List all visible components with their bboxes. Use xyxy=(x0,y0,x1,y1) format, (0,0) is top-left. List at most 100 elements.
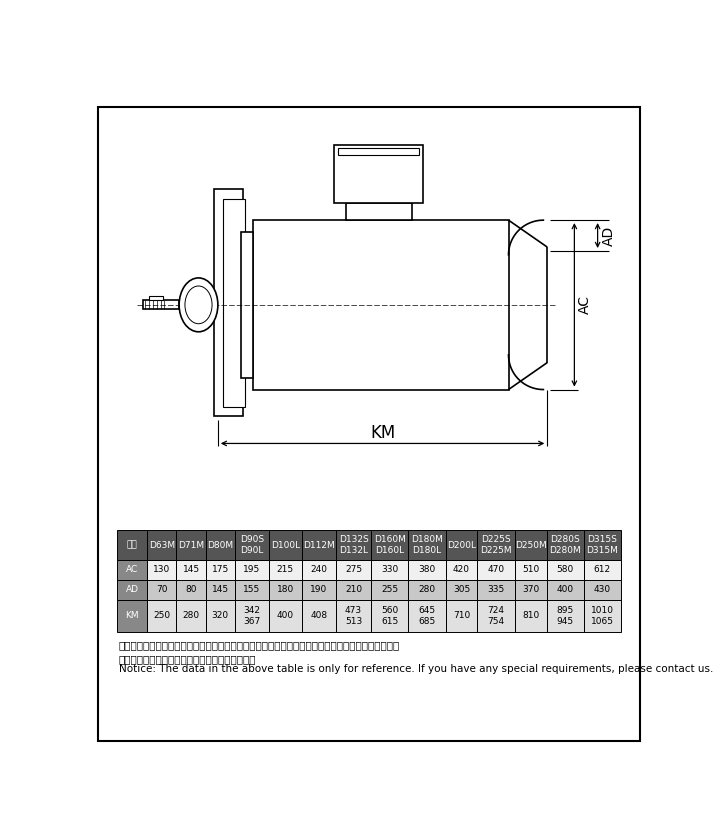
Text: D200L: D200L xyxy=(447,541,476,549)
Bar xyxy=(372,600,408,633)
Bar xyxy=(546,531,584,559)
Bar xyxy=(147,600,176,633)
Text: D225M: D225M xyxy=(480,546,512,554)
Text: 335: 335 xyxy=(487,585,505,594)
Text: 320: 320 xyxy=(212,612,229,621)
Bar xyxy=(546,580,584,600)
Text: 330: 330 xyxy=(381,565,398,575)
Bar xyxy=(515,531,546,559)
Text: D71M: D71M xyxy=(178,541,204,549)
Text: SUN⁠KUN
上坤传动
SUNKUN DRIVE: SUN⁠KUN 上坤传动 SUNKUN DRIVE xyxy=(325,318,413,354)
Text: 710: 710 xyxy=(453,612,470,621)
Bar xyxy=(176,600,206,633)
Bar xyxy=(241,232,253,378)
Text: 275: 275 xyxy=(345,565,362,575)
Text: 400: 400 xyxy=(557,585,574,594)
Text: 型号: 型号 xyxy=(127,541,138,549)
Bar xyxy=(269,580,302,600)
Text: D180M: D180M xyxy=(411,535,443,544)
Bar xyxy=(584,559,621,580)
Text: 380: 380 xyxy=(418,565,436,575)
Text: 195: 195 xyxy=(243,565,261,575)
Text: 400: 400 xyxy=(276,612,294,621)
Text: D280M: D280M xyxy=(549,546,581,554)
Text: D250M: D250M xyxy=(515,541,546,549)
Text: 注：上表中的电机尺寸为部分铁芯长度电机的参考尺寸，具体尺寸根据铁芯长度与联接法兰尺寸确定，
因空间限制对电机尺寸有要求时请向我公司咨询。: 注：上表中的电机尺寸为部分铁芯长度电机的参考尺寸，具体尺寸根据铁芯长度与联接法兰… xyxy=(119,640,400,664)
Text: 408: 408 xyxy=(310,612,328,621)
Bar xyxy=(477,559,515,580)
Text: 1010: 1010 xyxy=(591,606,613,615)
Text: 145: 145 xyxy=(182,565,199,575)
Bar xyxy=(269,559,302,580)
Bar xyxy=(147,531,176,559)
Text: 370: 370 xyxy=(522,585,539,594)
Text: KM: KM xyxy=(125,612,139,621)
Bar xyxy=(149,297,163,300)
Bar xyxy=(338,148,419,155)
Bar xyxy=(546,559,584,580)
Bar xyxy=(302,559,336,580)
Text: D160L: D160L xyxy=(375,546,405,554)
Bar xyxy=(302,600,336,633)
Bar xyxy=(446,600,477,633)
Text: 155: 155 xyxy=(243,585,261,594)
Bar xyxy=(302,531,336,559)
Text: 367: 367 xyxy=(243,617,261,626)
Text: 615: 615 xyxy=(381,617,398,626)
Text: 724: 724 xyxy=(487,606,505,615)
Text: 754: 754 xyxy=(487,617,505,626)
Text: 510: 510 xyxy=(522,565,539,575)
Bar xyxy=(147,559,176,580)
Bar xyxy=(143,300,179,309)
Text: AD: AD xyxy=(601,225,616,245)
Bar xyxy=(515,600,546,633)
Text: 145: 145 xyxy=(212,585,229,594)
Text: D63M: D63M xyxy=(149,541,175,549)
Bar xyxy=(372,531,408,559)
Bar xyxy=(477,580,515,600)
Text: 1065: 1065 xyxy=(591,617,613,626)
Text: SUN⁠KUN
上坤传动
SUNKUN DRIVE: SUN⁠KUN 上坤传动 SUNKUN DRIVE xyxy=(166,318,255,354)
Text: D315S: D315S xyxy=(588,535,617,544)
Text: D160M: D160M xyxy=(374,535,406,544)
Text: D100L: D100L xyxy=(271,541,300,549)
Bar xyxy=(206,559,235,580)
Bar xyxy=(117,531,147,559)
Text: AC: AC xyxy=(126,565,138,575)
Bar xyxy=(584,580,621,600)
Bar xyxy=(206,580,235,600)
Text: 470: 470 xyxy=(487,565,505,575)
Text: 945: 945 xyxy=(557,617,574,626)
Ellipse shape xyxy=(185,286,212,323)
Bar xyxy=(408,531,446,559)
Text: 130: 130 xyxy=(153,565,171,575)
Bar xyxy=(346,203,412,220)
Bar xyxy=(117,600,147,633)
Bar xyxy=(477,531,515,559)
Bar xyxy=(176,531,206,559)
Text: 580: 580 xyxy=(557,565,574,575)
Text: D132S: D132S xyxy=(338,535,369,544)
Text: 810: 810 xyxy=(522,612,539,621)
Text: 895: 895 xyxy=(557,606,574,615)
Text: Notice: The data in the above table is only for reference. If you have any speci: Notice: The data in the above table is o… xyxy=(119,664,713,675)
Text: D90L: D90L xyxy=(240,546,264,554)
Bar xyxy=(334,145,423,203)
Bar xyxy=(408,559,446,580)
Text: 175: 175 xyxy=(212,565,229,575)
Text: 430: 430 xyxy=(594,585,611,594)
Text: 473: 473 xyxy=(345,606,362,615)
Text: 240: 240 xyxy=(310,565,328,575)
Text: D80M: D80M xyxy=(207,541,233,549)
Text: 280: 280 xyxy=(182,612,199,621)
Bar xyxy=(235,580,269,600)
Bar xyxy=(176,559,206,580)
Text: 250: 250 xyxy=(153,612,171,621)
Text: 255: 255 xyxy=(382,585,398,594)
Bar xyxy=(336,559,372,580)
Bar xyxy=(372,580,408,600)
Bar xyxy=(147,580,176,600)
Text: 612: 612 xyxy=(594,565,611,575)
Bar xyxy=(477,600,515,633)
Text: 180: 180 xyxy=(276,585,294,594)
